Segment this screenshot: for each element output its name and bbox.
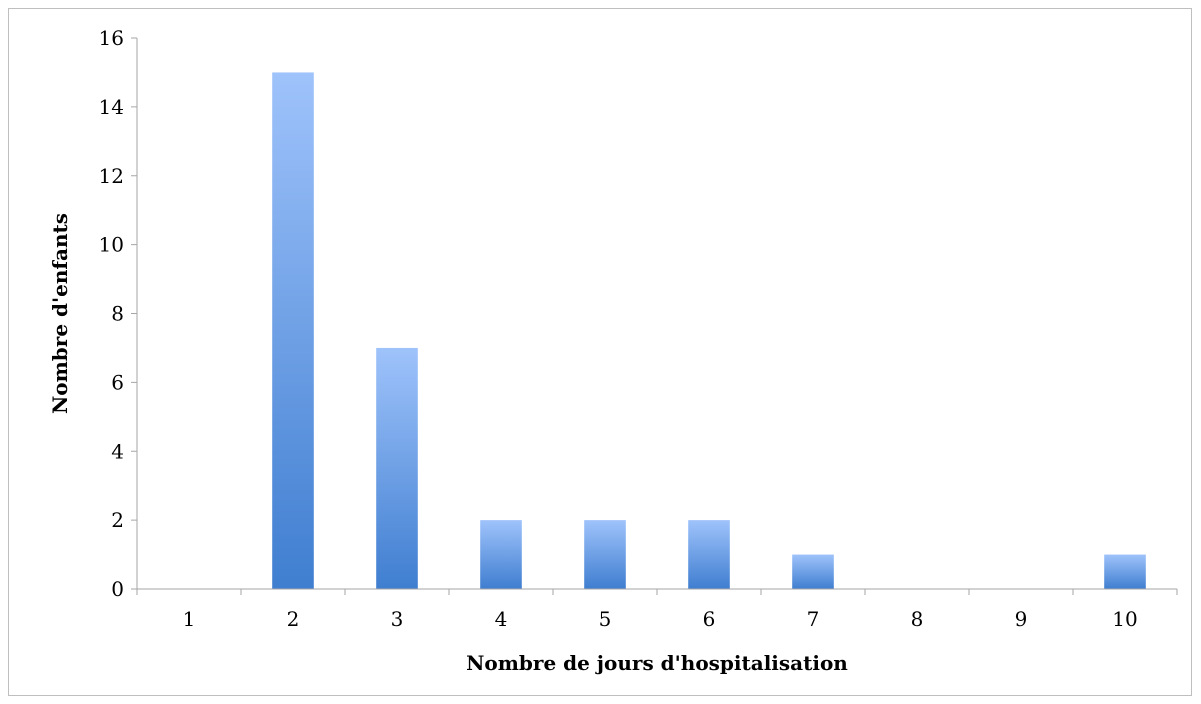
x-tick-label: 4 xyxy=(495,607,508,631)
y-tick-label: 12 xyxy=(99,164,124,188)
y-tick-label: 14 xyxy=(99,95,124,119)
x-axis-title: Nombre de jours d'hospitalisation xyxy=(466,651,848,675)
y-tick-label: 10 xyxy=(99,233,124,257)
y-tick-label: 4 xyxy=(111,439,124,463)
x-tick-label: 10 xyxy=(1112,607,1137,631)
x-tick-label: 6 xyxy=(703,607,716,631)
bar-5 xyxy=(584,520,626,590)
y-tick-label: 0 xyxy=(111,577,124,601)
bar-3 xyxy=(376,347,418,589)
bar-4 xyxy=(480,520,522,590)
y-tick-label: 8 xyxy=(111,302,124,326)
bar-7 xyxy=(792,554,834,589)
bar-2 xyxy=(272,72,314,589)
bar-10 xyxy=(1104,554,1146,589)
x-tick-label: 1 xyxy=(183,607,196,631)
x-tick-label: 8 xyxy=(911,607,924,631)
x-tick-label: 7 xyxy=(807,607,820,631)
x-tick-label: 9 xyxy=(1015,607,1028,631)
x-tick-label: 5 xyxy=(599,607,612,631)
y-tick-label: 2 xyxy=(111,508,124,532)
y-axis-title: Nombre d'enfants xyxy=(48,213,72,414)
bars-group xyxy=(272,72,1146,590)
x-tick-label: 3 xyxy=(391,607,404,631)
y-tick-label: 6 xyxy=(111,370,124,394)
x-tick-label: 2 xyxy=(287,607,300,631)
y-tick-label: 16 xyxy=(99,26,124,50)
bar-6 xyxy=(688,520,730,590)
